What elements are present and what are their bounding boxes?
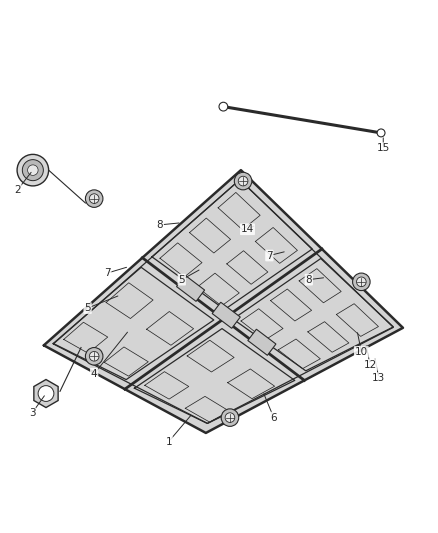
Polygon shape bbox=[177, 275, 205, 301]
Circle shape bbox=[377, 129, 385, 137]
Circle shape bbox=[22, 159, 43, 181]
Circle shape bbox=[225, 413, 235, 423]
Circle shape bbox=[85, 190, 103, 207]
Circle shape bbox=[353, 273, 370, 290]
Circle shape bbox=[357, 277, 366, 287]
Circle shape bbox=[221, 409, 239, 426]
Polygon shape bbox=[44, 170, 403, 433]
Circle shape bbox=[17, 155, 49, 186]
Text: 5: 5 bbox=[84, 303, 91, 313]
Text: 5: 5 bbox=[178, 274, 185, 285]
Text: 6: 6 bbox=[270, 413, 277, 423]
Text: 12: 12 bbox=[364, 360, 377, 370]
Circle shape bbox=[89, 351, 99, 361]
Circle shape bbox=[238, 176, 248, 186]
Text: 7: 7 bbox=[104, 268, 111, 278]
Circle shape bbox=[219, 102, 228, 111]
Text: 7: 7 bbox=[266, 251, 273, 261]
Polygon shape bbox=[248, 329, 276, 356]
Text: 10: 10 bbox=[355, 347, 368, 357]
Circle shape bbox=[28, 165, 38, 175]
Text: 1: 1 bbox=[165, 437, 172, 447]
Polygon shape bbox=[212, 302, 240, 328]
Text: 8: 8 bbox=[305, 274, 312, 285]
Text: 13: 13 bbox=[372, 373, 385, 383]
Text: 4: 4 bbox=[91, 369, 98, 379]
Circle shape bbox=[38, 386, 54, 401]
Text: 14: 14 bbox=[241, 224, 254, 235]
Text: 15: 15 bbox=[377, 143, 390, 154]
Circle shape bbox=[85, 348, 103, 365]
Circle shape bbox=[89, 194, 99, 204]
Text: 2: 2 bbox=[14, 185, 21, 195]
Polygon shape bbox=[34, 379, 58, 408]
Text: 3: 3 bbox=[28, 408, 35, 418]
Circle shape bbox=[234, 172, 252, 190]
Text: 8: 8 bbox=[156, 220, 163, 230]
